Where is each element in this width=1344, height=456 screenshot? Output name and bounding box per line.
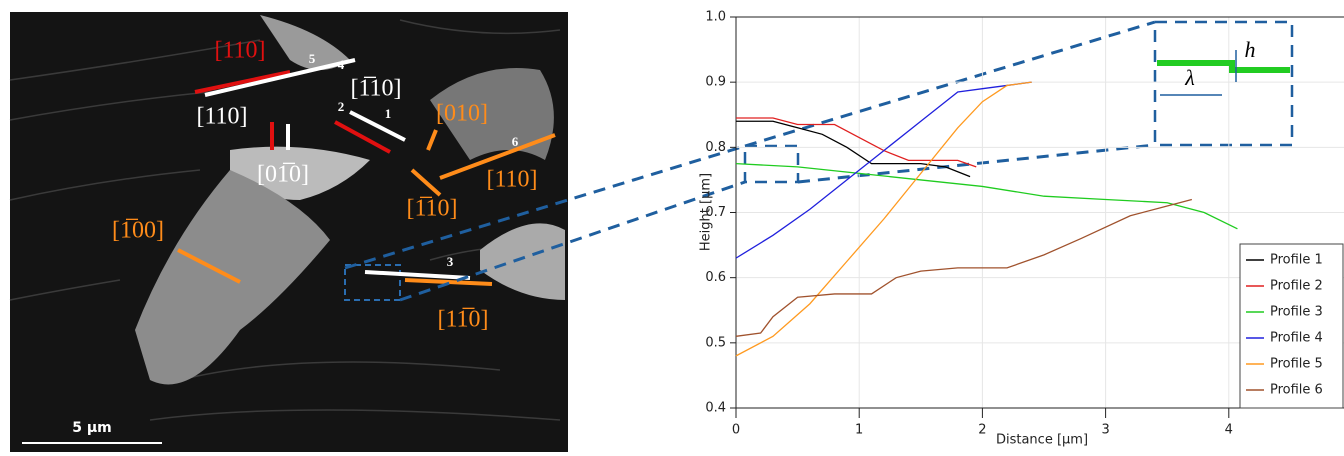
image-label: [11̅0]	[437, 307, 488, 333]
y-tick-label: 0.5	[705, 335, 726, 350]
inset: λ h	[1157, 37, 1290, 95]
y-tick-label: 0.9	[705, 75, 726, 90]
line	[736, 199, 1192, 336]
image-label: [110]	[214, 38, 265, 64]
x-tick-label: 1	[855, 423, 863, 438]
x-tick-label: 3	[1101, 423, 1109, 438]
chart: 0.40.50.60.70.80.91.0012345Distance [µm]…	[699, 10, 1344, 448]
legend-label: Profile 4	[1270, 331, 1323, 346]
micrograph: [110] 5 4 [110] [1̅10] 2 1 [010] 6 [110]…	[10, 12, 568, 452]
legend-label: Profile 3	[1270, 305, 1323, 320]
legend-label: Profile 2	[1270, 279, 1323, 294]
image-label: 3	[447, 254, 454, 269]
image-label: 2	[338, 99, 345, 114]
scale-bar-label: 5 µm	[72, 420, 112, 436]
x-tick-label: 2	[978, 423, 986, 438]
y-tick-label: 0.6	[705, 270, 726, 285]
x-tick-label: 4	[1225, 423, 1233, 438]
line	[736, 118, 976, 167]
y-axis-label: Height [µm]	[699, 173, 714, 251]
line	[736, 164, 1237, 229]
line	[736, 82, 1032, 258]
line	[736, 121, 970, 176]
annotation: h	[1245, 37, 1256, 62]
image-label: 4	[338, 57, 345, 72]
image-label: [1̅10]	[406, 196, 457, 222]
annotation: λ	[1184, 65, 1195, 90]
image-label: 5	[309, 51, 316, 66]
image-label: [010]	[436, 101, 488, 127]
legend-label: Profile 6	[1270, 383, 1323, 398]
image-label: [110]	[486, 167, 537, 193]
image-label: [01̅0]	[257, 162, 309, 188]
y-tick-label: 0.8	[705, 140, 726, 155]
image-label: 6	[512, 134, 519, 149]
figure: [110] 5 4 [110] [1̅10] 2 1 [010] 6 [110]…	[0, 0, 1344, 452]
x-axis-label: Distance [µm]	[996, 433, 1088, 448]
y-tick-label: 0.4	[705, 401, 726, 416]
legend-label: Profile 5	[1270, 357, 1323, 372]
y-tick-label: 1.0	[705, 10, 726, 25]
image-label: [110]	[196, 104, 247, 130]
image-label: [1̅00]	[112, 218, 164, 244]
image-label: [1̅10]	[350, 76, 401, 102]
x-tick-label: 0	[732, 423, 740, 438]
image-label: 1	[385, 106, 392, 121]
legend-label: Profile 1	[1270, 253, 1323, 268]
